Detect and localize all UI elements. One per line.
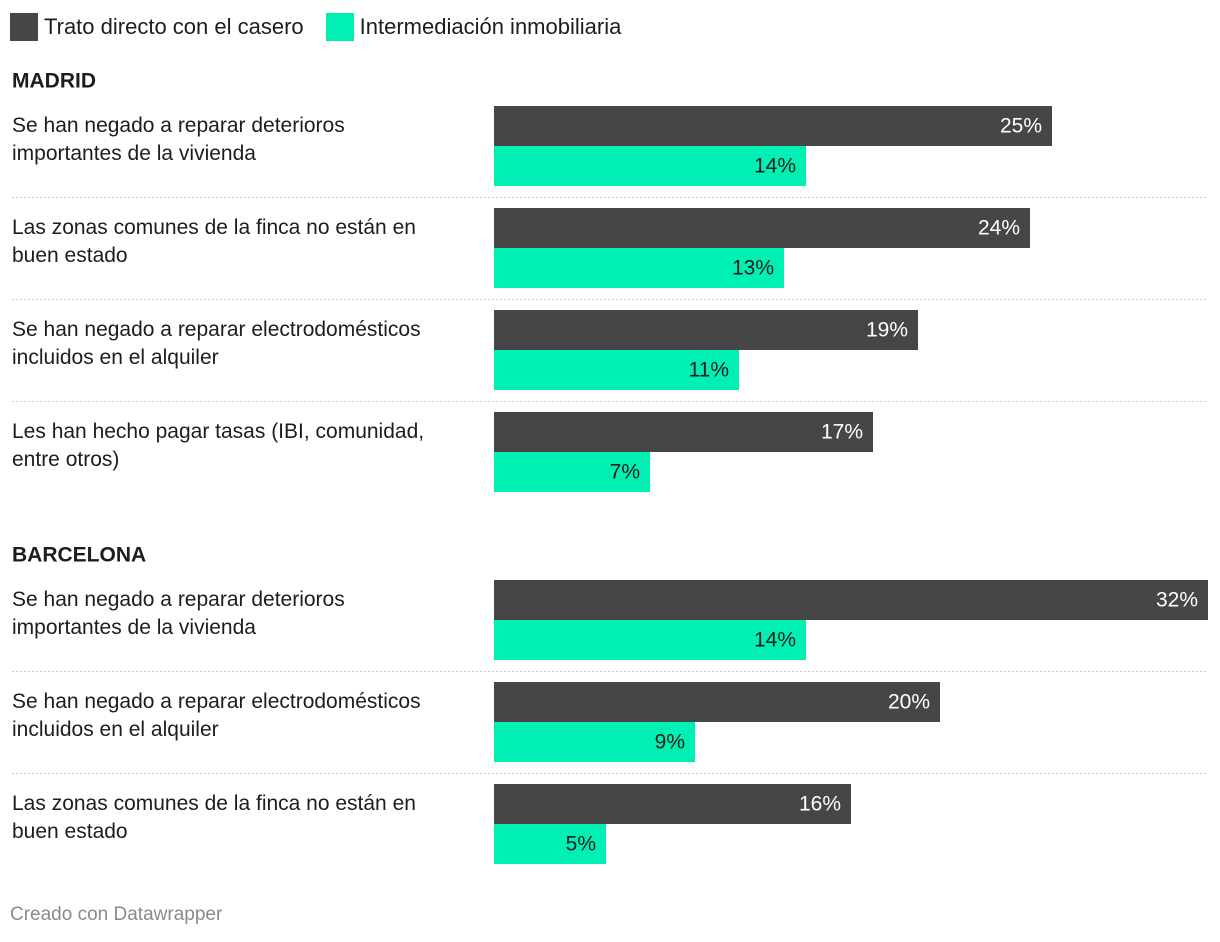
legend-label-direct: Trato directo con el casero (44, 14, 304, 39)
bar-agency (494, 146, 806, 186)
value-label-direct: 17% (821, 421, 863, 444)
group-title-madrid: MADRID (12, 70, 96, 93)
bar-direct (494, 412, 873, 452)
row-label: Se han negado a reparar electrodoméstico… (12, 690, 421, 741)
bar-agency (494, 452, 650, 492)
row-label: Las zonas comunes de la finca no están e… (12, 216, 416, 267)
value-label-direct: 16% (799, 793, 841, 816)
bar-direct (494, 682, 940, 722)
legend: Trato directo con el casero Intermediaci… (10, 12, 643, 42)
bar-agency (494, 350, 739, 390)
value-label-direct: 19% (866, 319, 908, 342)
value-label-agency: 11% (689, 359, 729, 382)
legend-item-agency: Intermediación inmobiliaria (325, 13, 622, 41)
bar-direct (494, 208, 1030, 248)
bar-agency (494, 620, 806, 660)
bar-agency (494, 824, 606, 864)
footer-credit: Creado con Datawrapper (10, 904, 223, 925)
row-label: Se han negado a reparar electrodoméstico… (12, 318, 421, 369)
bar-direct (494, 580, 1208, 620)
value-label-agency: 13% (732, 257, 774, 280)
row-label: Se han negado a reparar deterioros import… (12, 588, 345, 639)
value-label-agency: 5% (566, 833, 596, 856)
group-title-barcelona: BARCELONA (12, 544, 146, 567)
value-label-agency: 7% (610, 461, 640, 484)
value-label-direct: 24% (978, 217, 1020, 240)
bar-direct (494, 310, 918, 350)
legend-item-direct: Trato directo con el casero (10, 13, 304, 41)
row-label: Las zonas comunes de la finca no están e… (12, 792, 416, 843)
legend-swatch-direct (10, 13, 38, 41)
bar-direct (494, 784, 851, 824)
value-label-agency: 9% (655, 731, 685, 754)
row-label: Se han negado a reparar deterioros import… (12, 114, 345, 165)
legend-label-agency: Intermediación inmobiliaria (359, 14, 622, 39)
bar-direct (494, 106, 1052, 146)
legend-swatch-agency (325, 13, 354, 41)
bar-agency (494, 248, 784, 288)
bar-agency (494, 722, 695, 762)
value-label-direct: 32% (1156, 589, 1198, 612)
value-label-agency: 14% (754, 155, 796, 178)
value-label-direct: 20% (888, 691, 930, 714)
row-label: Les han hecho pagar tasas (IBI, comunida… (12, 420, 424, 471)
value-label-direct: 25% (1000, 115, 1042, 138)
value-label-agency: 14% (754, 629, 796, 652)
